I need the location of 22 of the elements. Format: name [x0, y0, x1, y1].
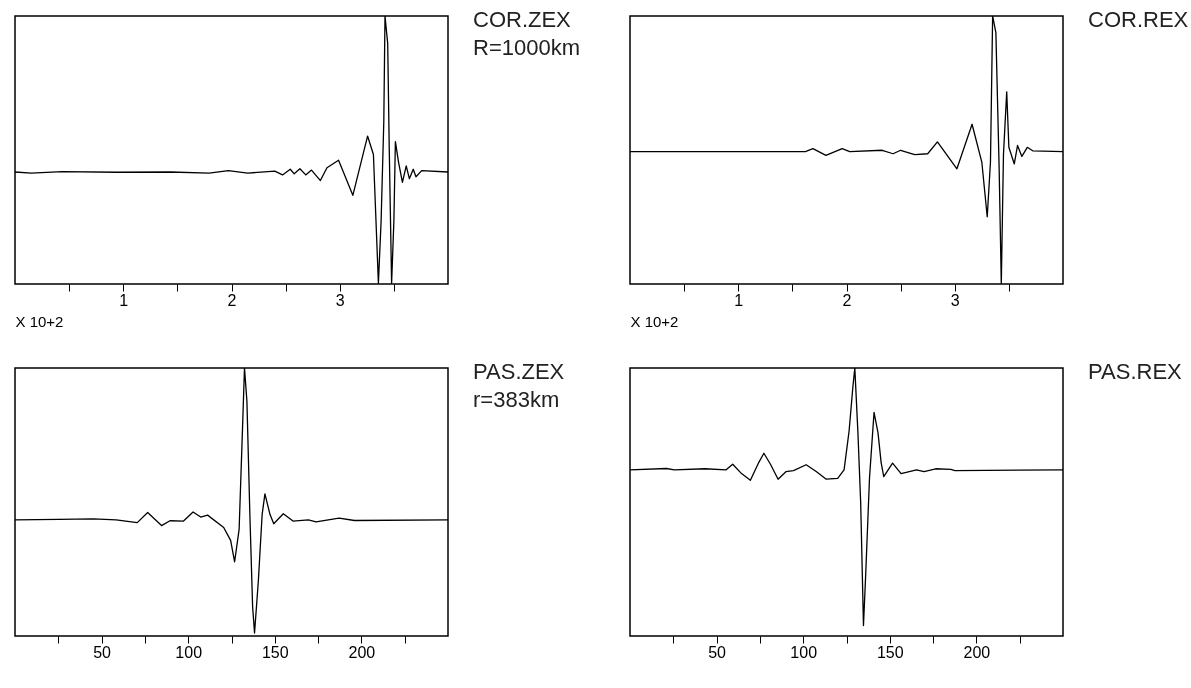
x-tick-label: 3: [950, 291, 960, 309]
text: PAS.REX: [1088, 359, 1183, 384]
x-tick-label: 1: [734, 291, 744, 309]
text: PAS.ZEX: [473, 359, 565, 384]
x-tick-label: 50: [93, 643, 112, 661]
x-tick-label: 50: [708, 643, 727, 661]
x-tick-label: 150: [876, 643, 904, 661]
x-axis-title: X 10+2: [630, 312, 679, 330]
text: r=383km: [473, 387, 560, 412]
x-tick-label: 2: [842, 291, 852, 309]
x-tick-label: 200: [348, 643, 376, 661]
x-tick-label: 200: [963, 643, 991, 661]
x-tick-label: 100: [790, 643, 818, 661]
x-tick-label: 3: [335, 291, 345, 309]
x-tick-label: 1: [119, 291, 129, 309]
text: COR.REX: [1088, 7, 1189, 32]
x-tick-label: 100: [175, 643, 203, 661]
text: COR.ZEX: [473, 7, 572, 32]
text: R=1000km: [473, 35, 581, 60]
x-tick-label: 150: [261, 643, 289, 661]
x-axis-title: X 10+2: [15, 312, 64, 330]
x-tick-label: 2: [227, 291, 237, 309]
